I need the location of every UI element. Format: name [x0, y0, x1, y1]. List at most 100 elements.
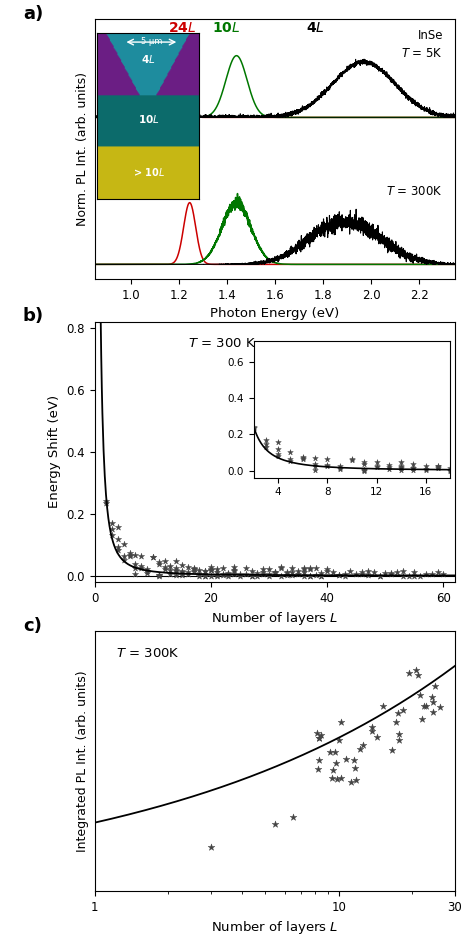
Point [219, 566, 227, 581]
Point [230, 567, 238, 582]
Point [114, 543, 122, 558]
Point [341, 568, 348, 583]
Point [259, 565, 267, 580]
Point [271, 566, 279, 581]
Point [213, 562, 220, 577]
Point [173, 561, 180, 576]
Point [103, 493, 110, 508]
Point [410, 460, 417, 475]
Point [230, 559, 238, 574]
Point [155, 554, 163, 569]
Point [422, 463, 429, 478]
Point [155, 568, 163, 583]
Point [120, 536, 128, 552]
Point [207, 560, 215, 575]
Point [109, 527, 116, 542]
Point [318, 566, 325, 581]
Point [274, 448, 282, 464]
Point [274, 434, 282, 449]
Point [428, 567, 436, 582]
Point [207, 561, 215, 576]
Point [143, 561, 151, 576]
Point [248, 568, 255, 583]
Point [399, 568, 407, 583]
Point [314, 762, 322, 777]
Point [311, 451, 319, 466]
Point [364, 564, 372, 579]
Point [109, 515, 116, 530]
Point [360, 463, 368, 478]
Point [414, 668, 421, 683]
Point [335, 568, 343, 583]
Point [436, 699, 444, 714]
Point [201, 568, 209, 583]
Point [329, 762, 337, 778]
Point [360, 455, 368, 470]
Point [364, 568, 372, 583]
Point [324, 458, 331, 473]
Point [103, 496, 110, 511]
Point [173, 568, 180, 583]
Point [336, 460, 344, 475]
Point [385, 458, 392, 473]
Point [324, 457, 331, 472]
Point [225, 567, 232, 582]
Point [213, 565, 220, 580]
Point [395, 727, 403, 742]
Point [274, 447, 282, 462]
Text: $T$ = 300K: $T$ = 300K [117, 647, 180, 659]
Point [289, 565, 296, 580]
Point [250, 421, 257, 436]
Point [271, 565, 279, 580]
Point [431, 678, 438, 693]
Point [242, 561, 250, 576]
Point [337, 770, 345, 785]
Point [196, 568, 203, 583]
Point [346, 564, 354, 579]
Point [324, 451, 331, 466]
Point [294, 564, 302, 579]
Point [190, 561, 197, 576]
Point [373, 458, 380, 473]
Point [137, 558, 145, 573]
Point [348, 452, 356, 467]
Point [254, 566, 261, 581]
Point [178, 567, 186, 582]
Point [405, 568, 412, 583]
Point [393, 564, 401, 579]
Point [382, 566, 389, 581]
Point [132, 548, 139, 563]
Point [387, 565, 395, 580]
Point [132, 567, 139, 582]
Point [356, 742, 364, 757]
Point [311, 463, 319, 478]
Text: 10$L$: 10$L$ [211, 21, 240, 35]
Point [213, 568, 220, 583]
Point [132, 556, 139, 571]
Point [348, 452, 356, 467]
Point [201, 563, 209, 578]
Point [299, 451, 307, 466]
Point [447, 460, 454, 475]
Point [149, 549, 157, 564]
Point [120, 549, 128, 564]
Text: 10$L$: 10$L$ [138, 114, 159, 125]
Y-axis label: Integrated PL Int. (arb. units): Integrated PL Int. (arb. units) [76, 671, 89, 851]
Point [370, 564, 377, 579]
Point [300, 568, 308, 583]
Point [196, 567, 203, 582]
Point [265, 568, 273, 583]
Point [326, 745, 334, 760]
Point [311, 459, 319, 474]
Point [397, 454, 405, 469]
Point [225, 568, 232, 583]
Point [132, 560, 139, 575]
Point [250, 419, 257, 434]
Point [379, 699, 387, 714]
Point [262, 439, 270, 454]
Point [248, 563, 255, 578]
Point [173, 563, 180, 578]
Point [422, 567, 430, 582]
Point [265, 562, 273, 577]
Point [184, 565, 191, 580]
